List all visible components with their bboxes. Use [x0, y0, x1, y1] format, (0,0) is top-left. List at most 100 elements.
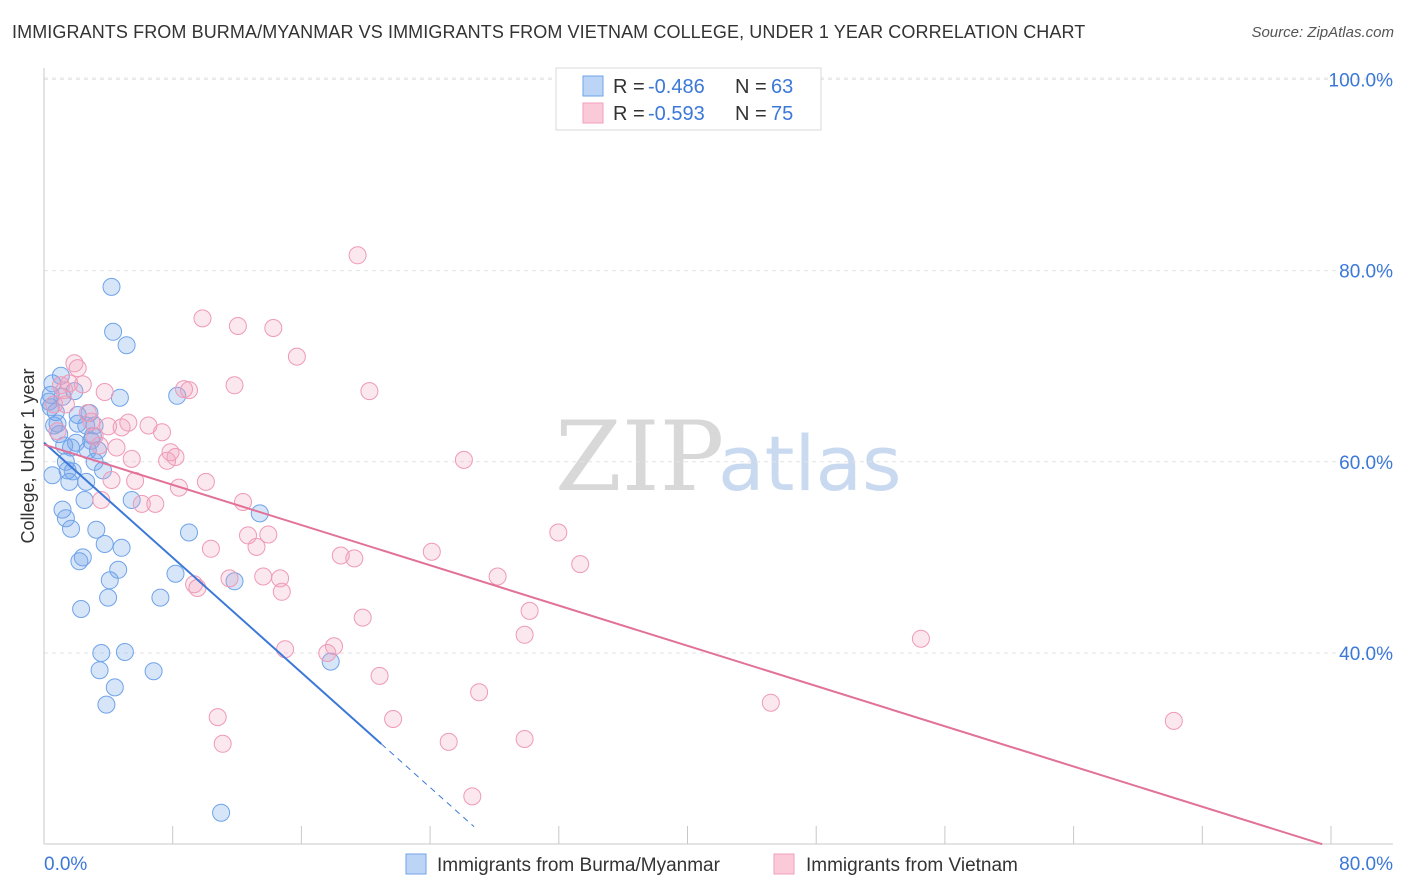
vietnam-point-65: [571, 555, 590, 574]
axes: [43, 68, 1393, 845]
vietnam-point-1: [48, 422, 67, 441]
stats-swatch-vietnam: [582, 102, 604, 124]
burma-point-53: [112, 538, 131, 557]
vietnam-point-39: [247, 537, 266, 556]
vietnam-point-63: [520, 601, 539, 620]
vietnam-point-72: [196, 472, 215, 491]
vietnam-point-64: [549, 523, 568, 542]
vietnam-point-69: [56, 395, 75, 414]
burma-point-3: [45, 416, 64, 435]
vietnam-point-30: [193, 309, 212, 328]
legend-swatch-burma: [405, 853, 427, 875]
burma-point-34: [115, 643, 134, 661]
vietnam-point-29: [188, 579, 207, 597]
burma-trend-extension: [380, 743, 475, 828]
legend-label-vietnam: Immigrants from Vietnam: [806, 855, 1018, 876]
x-tick-label-max: 80.0%: [1339, 854, 1393, 875]
vietnam-point-41: [264, 319, 283, 337]
vietnam-point-67: [911, 629, 930, 648]
legend: Immigrants from Burma/Myanmar Immigrants…: [405, 853, 1018, 876]
burma-point-13: [63, 462, 82, 481]
vietnam-point-47: [325, 637, 343, 656]
burma-point-32: [109, 560, 128, 579]
burma-point-36: [122, 491, 141, 509]
vietnam-point-21: [153, 423, 171, 442]
legend-label-burma: Immigrants from Burma/Myanmar: [437, 855, 721, 876]
vietnam-point-14: [107, 438, 126, 457]
vietnam-trend-line: [43, 443, 1323, 846]
vietnam-point-12: [99, 417, 118, 436]
vietnam-point-57: [454, 450, 473, 469]
vietnam-point-18: [132, 494, 151, 513]
vietnam-point-70: [82, 412, 101, 431]
burma-point-40: [168, 386, 187, 405]
vietnam-point-58: [463, 787, 482, 806]
burma-point-35: [117, 336, 136, 355]
vietnam-point-44: [276, 640, 295, 659]
burma-point-39: [166, 564, 185, 583]
vietnam-point-23: [161, 443, 180, 462]
vietnam-point-16: [119, 413, 138, 432]
vietnam-point-48: [331, 546, 350, 565]
legend-swatch-vietnam: [773, 853, 795, 875]
source-label: Source: ZipAtlas.com: [1251, 24, 1394, 41]
burma-point-30: [102, 277, 121, 296]
y-tick-labels: 40.0% 60.0% 80.0% 100.0%: [1329, 70, 1394, 665]
vietnam-point-35: [225, 376, 244, 395]
stats-n-label-burma: N =: [735, 76, 767, 98]
x-tick-label-min: 0.0%: [44, 854, 87, 875]
vietnam-point-34: [220, 569, 239, 588]
stats-box: R = -0.486 N = 63 R = -0.593 N = 75: [555, 67, 822, 131]
vietnam-point-51: [353, 608, 372, 627]
burma-point-5: [43, 466, 62, 485]
burma-point-52: [105, 678, 124, 697]
watermark-atlas: atlas: [718, 419, 902, 508]
vietnam-point-43: [272, 582, 291, 601]
watermark-zip: ZIP: [555, 401, 724, 513]
burma-point-31: [104, 322, 123, 341]
vietnam-point-33: [213, 734, 232, 753]
vietnam-point-40: [259, 525, 278, 544]
burma-point-28: [99, 588, 118, 607]
vietnam-point-71: [122, 449, 141, 468]
vietnam-point-66: [761, 693, 780, 712]
stats-r-label-vietnam: R =: [613, 103, 645, 125]
grid-lines: [44, 77, 1393, 654]
vietnam-point-53: [370, 666, 389, 685]
series-vietnam-points: [45, 246, 1183, 806]
burma-point-55: [48, 414, 67, 433]
stats-n-value-burma: 63: [771, 76, 793, 98]
vietnam-point-6: [68, 359, 87, 378]
vietnam-point-10: [90, 436, 109, 455]
burma-point-38: [151, 588, 170, 607]
vietnam-point-7: [73, 375, 92, 394]
chart-title: IMMIGRANTS FROM BURMA/MYANMAR VS IMMIGRA…: [12, 22, 1086, 42]
stats-r-value-burma: -0.486: [648, 76, 705, 98]
vietnam-point-36: [228, 317, 247, 335]
burma-point-58: [212, 803, 231, 822]
burma-point-24: [87, 520, 106, 539]
y-tick-label-3: 100.0%: [1329, 70, 1394, 91]
vietnam-point-61: [515, 730, 534, 748]
vietnam-point-54: [384, 710, 403, 728]
burma-point-17: [73, 548, 92, 567]
vietnam-point-24: [166, 448, 185, 466]
vietnam-point-32: [208, 708, 227, 727]
burma-trend-line: [43, 441, 382, 745]
watermark: ZIP atlas: [555, 401, 902, 513]
burma-point-12: [62, 519, 80, 538]
burma-point-61: [85, 452, 104, 471]
burma-point-1: [41, 398, 60, 417]
burma-point-33: [110, 388, 129, 407]
burma-point-41: [180, 523, 198, 542]
burma-point-51: [97, 695, 116, 714]
vietnam-point-55: [422, 542, 441, 561]
vietnam-point-5: [65, 354, 84, 373]
vietnam-point-68: [1164, 711, 1183, 730]
vietnam-point-49: [345, 549, 364, 568]
trend-lines: [43, 441, 1323, 846]
burma-point-18: [75, 491, 94, 509]
y-axis-title: College, Under 1 year: [18, 368, 38, 543]
vietnam-point-52: [360, 382, 379, 401]
y-tick-label-2: 80.0%: [1339, 262, 1393, 283]
